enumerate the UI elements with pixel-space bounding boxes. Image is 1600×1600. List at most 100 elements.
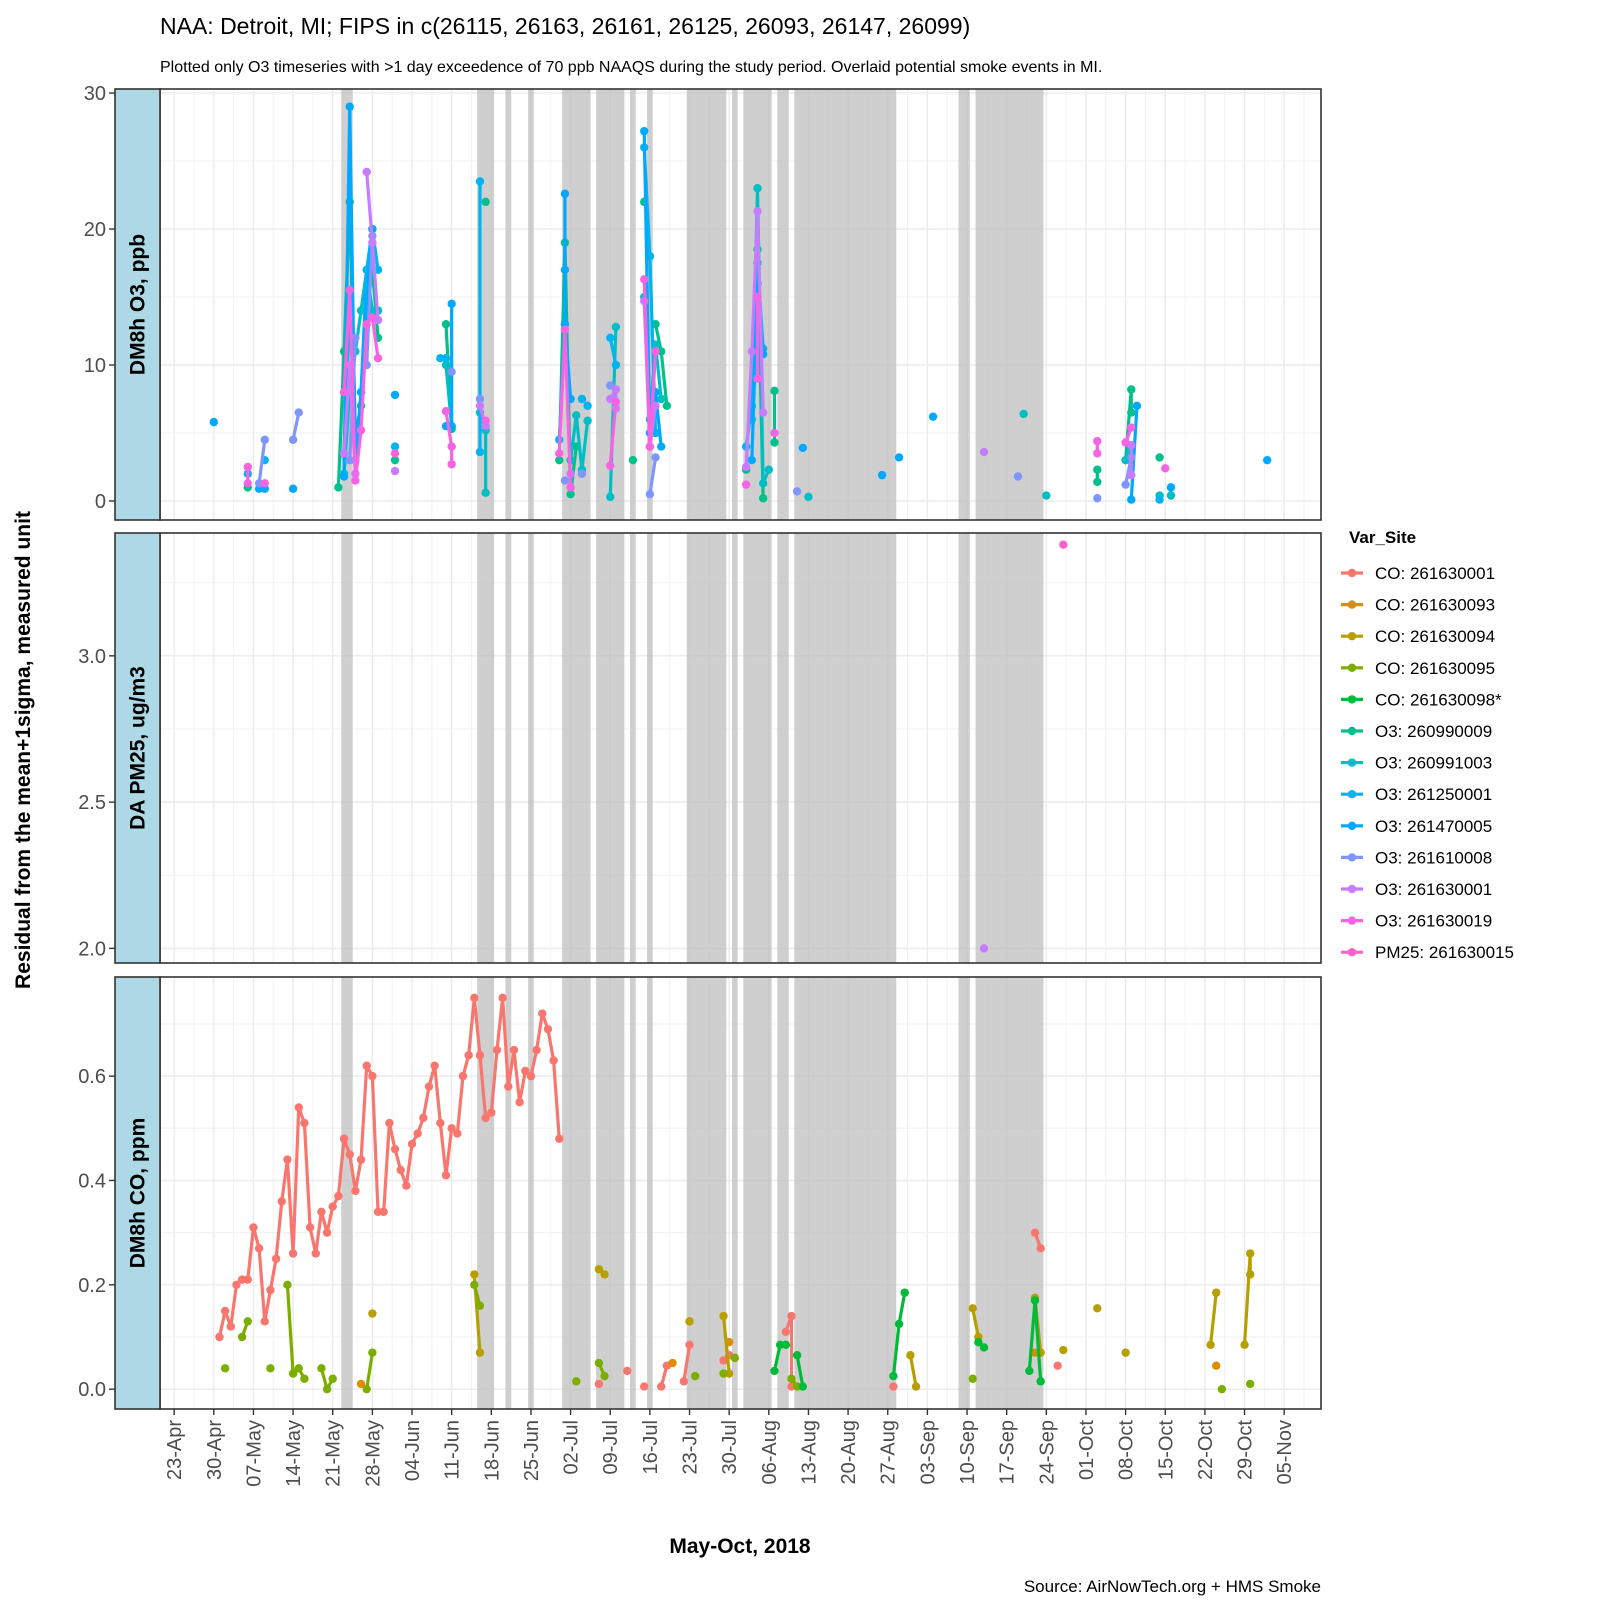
data-point	[1246, 1270, 1255, 1279]
smoke-event-band	[647, 977, 653, 1409]
data-point	[758, 408, 768, 417]
data-point	[277, 1197, 286, 1206]
series-line-segment	[229, 1283, 239, 1329]
data-point	[894, 453, 904, 462]
x-tick-label: 22-Oct	[1195, 1420, 1217, 1480]
data-point	[1121, 438, 1130, 447]
series-line-segment	[263, 1288, 273, 1323]
legend-item: CO: 261630094	[1341, 627, 1495, 646]
data-point	[787, 1374, 796, 1383]
data-point	[1030, 1228, 1040, 1237]
data-point	[657, 442, 666, 451]
data-point	[345, 1150, 354, 1159]
data-point	[300, 1374, 309, 1383]
series-line-segment	[795, 1353, 805, 1389]
data-point	[345, 286, 354, 295]
data-point	[1127, 423, 1136, 432]
data-point	[294, 1364, 303, 1373]
series-line-segment	[1208, 1291, 1218, 1347]
data-point	[481, 416, 490, 425]
series-line-segment	[608, 336, 618, 367]
series-line-segment	[291, 410, 301, 442]
smoke-event-band	[505, 977, 512, 1409]
x-tick-label: 17-Sep	[997, 1420, 1019, 1485]
data-point	[300, 1118, 309, 1128]
data-point	[430, 1061, 439, 1070]
data-point	[1262, 455, 1272, 465]
data-point	[209, 417, 219, 427]
legend-item: CO: 261630093	[1341, 596, 1495, 615]
data-point	[385, 1118, 394, 1128]
series-line-segment	[535, 1011, 544, 1052]
data-point	[877, 470, 887, 480]
y-tick-label: 30	[84, 83, 106, 105]
data-point	[1093, 494, 1102, 503]
data-point	[1155, 495, 1164, 504]
series-line-segment	[501, 996, 510, 1089]
smoke-event-band	[477, 533, 495, 963]
series-line-segment	[370, 1074, 380, 1214]
x-tick-label: 20-Aug	[838, 1420, 860, 1485]
data-point	[249, 1223, 258, 1232]
series-line-segment	[755, 209, 765, 415]
series-line-segment	[472, 996, 482, 1057]
data-point	[719, 1356, 728, 1365]
series-line-segment	[568, 413, 578, 462]
series-line-segment	[444, 409, 454, 449]
data-point	[1093, 436, 1102, 446]
data-point	[560, 265, 570, 275]
data-point	[368, 313, 377, 322]
series-line-segment	[546, 1027, 556, 1063]
series-line-segment	[552, 1058, 561, 1141]
data-point	[1093, 1304, 1102, 1313]
data-point	[413, 1129, 422, 1138]
data-point	[1036, 1244, 1045, 1253]
data-point	[764, 465, 774, 474]
data-point	[1042, 491, 1051, 500]
data-point	[447, 367, 456, 377]
data-point	[492, 1045, 502, 1055]
x-tick-label: 30-Apr	[204, 1420, 226, 1480]
series-line-segment	[478, 1053, 488, 1120]
x-tick-label: 10-Sep	[957, 1420, 979, 1485]
data-point	[928, 412, 938, 421]
smoke-event-band	[528, 89, 534, 520]
data-point	[266, 1285, 275, 1295]
data-point	[770, 438, 779, 447]
data-point	[317, 1364, 326, 1373]
x-tick-label: 30-Jul	[719, 1420, 741, 1474]
data-point	[894, 1319, 904, 1329]
smoke-event-band	[505, 89, 512, 520]
data-point	[1093, 465, 1102, 474]
data-point	[504, 1082, 513, 1091]
series-line-segment	[336, 1137, 346, 1198]
data-point	[611, 385, 621, 394]
legend-item: CO: 261630098*	[1341, 690, 1502, 709]
data-point	[792, 1351, 802, 1360]
data-point	[566, 483, 575, 492]
series-line-segment	[342, 363, 352, 455]
series-line-segment	[489, 1048, 499, 1115]
series-line-segment	[257, 438, 267, 485]
x-tick-label: 24-Sep	[1036, 1420, 1058, 1485]
data-point	[560, 325, 570, 334]
data-point	[770, 386, 779, 396]
panel-background	[160, 89, 1321, 520]
series-line-segment	[353, 1158, 363, 1193]
series-line-segment	[370, 268, 380, 340]
smoke-event-band	[562, 977, 591, 1409]
data-point	[243, 462, 252, 472]
legend-title: Var_Site	[1349, 528, 1416, 547]
data-point	[1246, 1249, 1255, 1258]
x-tick-label: 01-Oct	[1076, 1420, 1098, 1480]
data-point	[804, 492, 813, 502]
data-point	[441, 320, 451, 329]
data-point	[294, 408, 303, 417]
data-point	[288, 1249, 298, 1258]
legend-label: CO: 261630095	[1375, 659, 1495, 678]
legend-label: PM25: 261630015	[1375, 943, 1514, 962]
data-point	[470, 1280, 479, 1290]
series-line-segment	[1129, 404, 1139, 502]
data-point	[402, 1181, 411, 1190]
data-point	[753, 374, 762, 383]
